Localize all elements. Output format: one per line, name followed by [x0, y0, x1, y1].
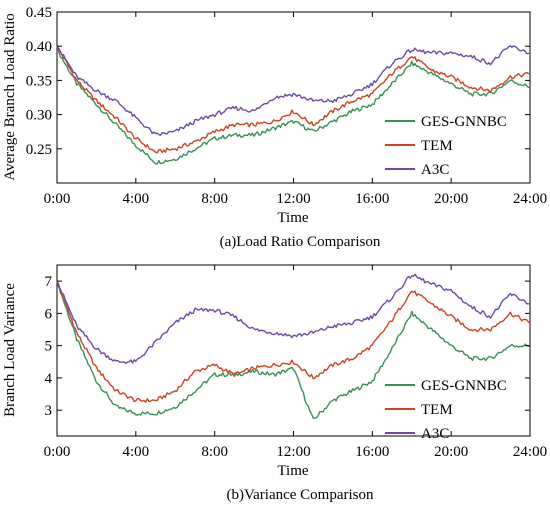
caption-a: (a)Load Ratio Comparison: [220, 234, 381, 250]
x-tick-label: 24:00: [513, 444, 547, 460]
x-tick-label: 24:00: [513, 191, 547, 207]
y-axis-label-b: Branch Load Variance: [2, 283, 18, 417]
plot-area-a: [56, 11, 531, 184]
y-tick-label: 0.30: [26, 108, 52, 124]
y-tick-label: 0.35: [26, 73, 52, 89]
series-line-a3c: [56, 273, 531, 365]
x-tick-label: 8:00: [201, 444, 228, 460]
y-tick-label: 3: [45, 403, 53, 419]
x-tick-label: 4:00: [122, 444, 149, 460]
plot-area-b: [56, 264, 531, 437]
y-tick-label: 0.45: [26, 5, 52, 21]
x-tick-label: 16:00: [355, 444, 389, 460]
x-tick-label: 12:00: [276, 191, 310, 207]
x-tick-label: 16:00: [355, 191, 389, 207]
legend-label-tem: TEM: [421, 402, 453, 418]
legend-label-a3c: A3C: [421, 426, 449, 442]
x-axis-label-a: Time: [277, 210, 308, 226]
x-tick-label: 20:00: [434, 444, 468, 460]
caption-b: (b)Variance Comparison: [226, 487, 374, 503]
series-line-gesgnnbc: [56, 280, 531, 419]
legend-b: GES-GNNBC TEM A3C: [385, 378, 507, 442]
legend-a: GES-GNNBC TEM A3C: [385, 114, 507, 178]
legend-label-gesgnnbc: GES-GNNBC: [421, 378, 507, 394]
x-tick-label: 4:00: [122, 191, 149, 207]
panel-load-ratio: 0:00 4:00 8:00 12:00 16:00 20:00 24:00 0.25 0.3…: [2, 5, 547, 250]
y-axis-label-a: Average Branch Load Ratio: [2, 13, 18, 181]
series-line-tem: [56, 45, 531, 154]
y-tick-label: 7: [45, 274, 53, 290]
legend-label-gesgnnbc: GES-GNNBC: [421, 114, 507, 130]
panel-variance: 0:00 4:00 8:00 12:00 16:00 20:00 24:00 3 4 5 6 7 T…: [2, 264, 547, 503]
series-line-tem: [56, 280, 531, 403]
y-tick-label: 0.40: [26, 39, 52, 55]
x-tick-label: 0:00: [44, 444, 71, 460]
y-tick-label: 4: [45, 371, 53, 387]
x-tick-label: 20:00: [434, 191, 468, 207]
y-tick-label: 0.25: [26, 142, 52, 158]
x-axis-label-b: Time: [277, 463, 308, 479]
legend-label-a3c: A3C: [421, 162, 449, 178]
y-tick-label: 6: [45, 306, 53, 322]
x-tick-label: 12:00: [276, 444, 310, 460]
x-tick-label: 0:00: [44, 191, 71, 207]
series-line-a3c: [56, 45, 531, 136]
series-line-gesgnnbc: [56, 49, 531, 165]
legend-label-tem: TEM: [421, 138, 453, 154]
x-tick-label: 8:00: [201, 191, 228, 207]
y-tick-label: 5: [45, 339, 53, 355]
